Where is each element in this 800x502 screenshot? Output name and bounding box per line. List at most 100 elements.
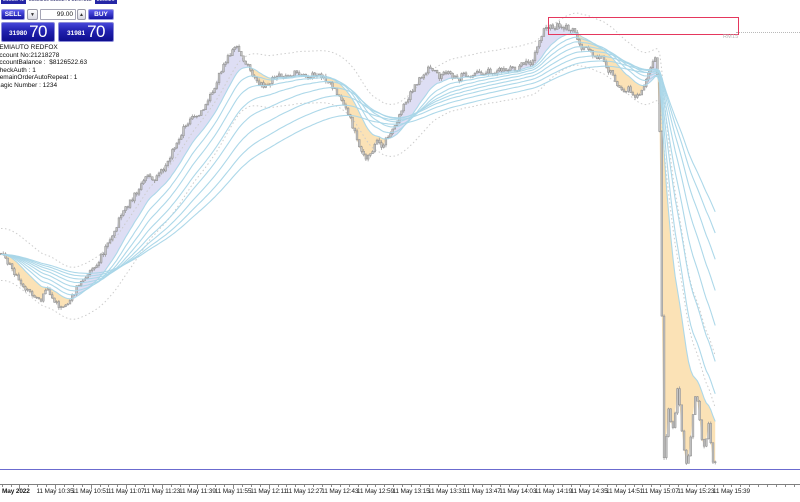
axis-tick [215,485,217,487]
axis-tick [28,485,30,487]
resistance-label: RM15 [723,34,739,40]
time-axis-label: 11 May 11:07 [107,488,145,495]
lot-increment-button[interactable]: ▲ [77,9,86,20]
axis-tick [206,485,208,487]
axis-tick [63,485,65,487]
axis-tick [669,485,671,487]
axis-tick [46,485,48,487]
axis-tick [455,485,457,487]
axis-tick [482,485,484,487]
chevron-down-icon: ▼ [30,11,35,18]
support-hline [0,469,800,470]
axis-tick [428,485,430,487]
axis-tick [633,485,635,487]
time-axis-label: 11 May 13:47 [463,488,501,495]
axis-tick [117,485,119,487]
axis-tick [704,485,706,487]
time-axis-label: 11 May 15:07 [641,488,679,495]
lots-input[interactable] [40,9,76,20]
time-axis-label: 11 May 10:51 [72,488,110,495]
chevron-up-icon: ▲ [79,11,84,18]
ma-ribbon [0,32,716,422]
axis-tick [322,485,323,487]
axis-tick [286,485,288,487]
axis-tick [313,485,315,487]
time-axis-label: 11 May 12:59 [356,488,394,495]
axis-tick [678,485,679,487]
axis-tick [250,485,252,487]
resistance-dotted-line [736,32,800,33]
axis-tick [411,485,412,487]
account-info: SEMIAUTO REDFOX Account No:21218278 Acco… [0,44,87,90]
axis-tick [348,485,350,487]
axis-tick [37,485,39,487]
axis-tick [464,485,466,487]
account-info-line: RemainOrderAutoRepeat : 1 [0,74,78,82]
axis-tick [651,485,653,487]
axis-tick [339,485,341,487]
quote-strip-right: 31981/9 [94,0,117,4]
axis-tick [740,485,742,487]
axis-tick [366,485,368,487]
axis-tick [695,485,697,487]
sell-price-display[interactable]: 31980 70 [1,21,55,42]
time-axis: May 2022 11 May 10:35 11 May 10:51 11 May 1… [0,484,800,502]
axis-tick [402,485,404,487]
axis-tick [624,485,626,487]
axis-tick [419,485,421,487]
axis-tick [500,485,501,487]
axis-tick [135,485,137,487]
axis-tick [1,485,3,487]
axis-tick [437,485,439,487]
axis-tick [597,485,599,487]
axis-tick [793,485,795,487]
time-axis-label: 11 May 13:31 [428,488,466,495]
axis-tick [224,485,226,487]
axis-tick [517,485,519,487]
time-axis-label: 11 May 10:35 [36,488,74,495]
axis-tick [508,485,510,487]
time-axis-label: 11 May 14:51 [606,488,644,495]
dotted-envelope [1,12,716,408]
axis-tick [330,485,332,487]
axis-tick [10,485,12,487]
axis-tick [259,485,261,487]
axis-tick [749,485,751,487]
axis-tick [660,485,662,487]
sell-button[interactable]: SELL [1,9,25,20]
account-info-line: CheckAuth : 1 [0,66,36,74]
axis-tick [686,485,688,487]
axis-tick [473,485,475,487]
axis-tick [589,485,590,487]
buy-button[interactable]: BUY [88,9,114,20]
axis-tick [295,485,297,487]
account-info-line: AccountBalance : $8126522.63 [0,59,88,67]
time-axis-label: 11 May 12:11 [250,488,287,495]
lot-dropdown-button[interactable]: ▼ [27,9,38,20]
axis-tick [731,485,733,487]
quote-strip-center: 31981/19 31981/79 31.97318 [28,0,92,3]
axis-tick [304,485,306,487]
axis-tick [268,485,270,489]
axis-tick [277,485,279,487]
axis-tick [562,485,564,487]
axis-tick [615,485,617,487]
axis-tick [81,485,83,487]
buy-price-pips: 70 [87,21,105,41]
axis-tick [606,485,608,487]
axis-tick [713,485,715,487]
axis-tick [535,485,537,487]
signal-zone-rectangle [548,17,739,35]
axis-tick [233,485,234,489]
axis-tick [446,485,448,487]
axis-tick [197,485,199,489]
axis-tick [784,485,786,487]
axis-tick [144,485,145,487]
axis-tick [55,485,56,489]
time-axis-label: 11 May 14:35 [570,488,608,495]
axis-tick [544,485,546,487]
axis-tick [642,485,644,487]
buy-price-display[interactable]: 31981 70 [58,21,114,42]
